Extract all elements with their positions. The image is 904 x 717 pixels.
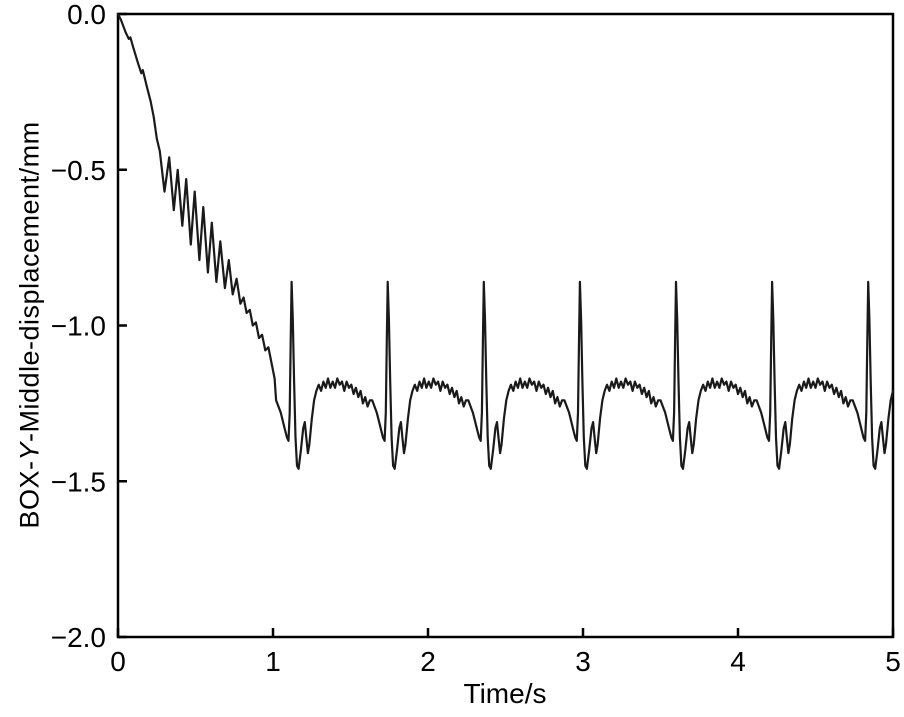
x-tick-label: 3 — [575, 646, 591, 677]
y-tick-label: −0.5 — [51, 155, 106, 186]
x-tick-label: 4 — [730, 646, 746, 677]
y-axis-label: BOX-Y-Middle-displacement/mm — [15, 121, 46, 528]
y-axis-label-part-2: Y — [14, 442, 45, 461]
x-axis-label: Time/s — [464, 678, 547, 710]
x-tick-label: 1 — [265, 646, 281, 677]
x-tick-label: 2 — [420, 646, 436, 677]
y-tick-label: −1.5 — [51, 466, 106, 497]
x-axis-label-text: Time/s — [463, 678, 547, 709]
plot-border — [116, 12, 895, 639]
y-tick-label: −1.0 — [51, 311, 106, 342]
y-tick-label: −2.0 — [51, 622, 106, 653]
data-line — [116, 12, 895, 470]
x-tick-label: 0 — [110, 646, 126, 677]
x-tick-label: 5 — [885, 646, 901, 677]
y-tick-label: 0.0 — [67, 0, 106, 30]
y-axis-label-part-3: -Middle-displacement/mm — [14, 121, 45, 443]
y-axis-label-part-1: BOX- — [14, 460, 45, 529]
